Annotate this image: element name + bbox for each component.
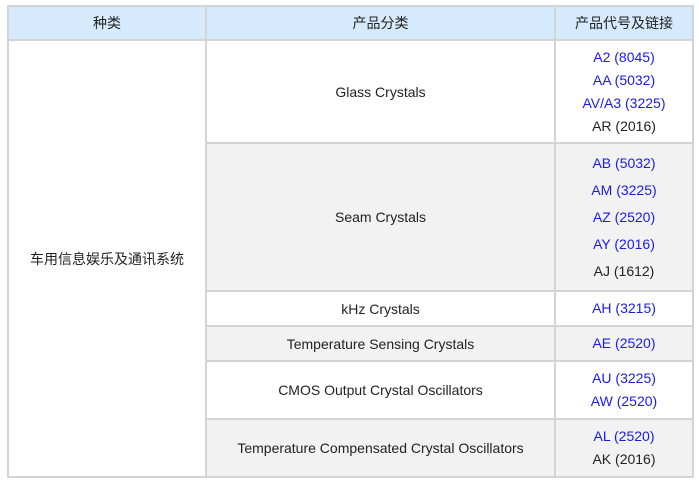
header-row: 种类 产品分类 产品代号及链接 bbox=[7, 5, 694, 41]
header-product-class: 产品分类 bbox=[205, 5, 556, 41]
product-class: Temperature Compensated Crystal Oscillat… bbox=[205, 418, 556, 478]
product-links: AL (2520) AK (2016) bbox=[554, 418, 694, 478]
product-class: Seam Crystals bbox=[205, 142, 556, 292]
product-link[interactable]: AA (5032) bbox=[592, 71, 656, 88]
product-link[interactable]: AH (3215) bbox=[592, 300, 656, 316]
product-code: AJ (1612) bbox=[593, 262, 655, 279]
table-row: Seam Crystals AB (5032) AM (3225) AZ (25… bbox=[8, 142, 694, 292]
table-row: 车用信息娱乐及通讯系统 Glass Crystals A2 (8045) AA … bbox=[7, 39, 694, 478]
product-links: A2 (8045) AA (5032) AV/A3 (3225) AR (201… bbox=[554, 39, 694, 144]
product-links: AE (2520) bbox=[554, 325, 694, 362]
product-class: Temperature Sensing Crystals bbox=[205, 325, 556, 362]
header-category: 种类 bbox=[7, 5, 207, 41]
product-table: 种类 产品分类 产品代号及链接 车用信息娱乐及通讯系统 Glass Crysta… bbox=[7, 5, 694, 478]
product-code: AR (2016) bbox=[592, 117, 656, 134]
product-link[interactable]: AM (3225) bbox=[591, 181, 657, 198]
product-link[interactable]: AU (3225) bbox=[592, 370, 656, 386]
product-link[interactable]: AZ (2520) bbox=[592, 208, 656, 225]
product-link[interactable]: A2 (8045) bbox=[593, 48, 655, 65]
product-code: AK (2016) bbox=[592, 451, 656, 467]
product-links: AH (3215) bbox=[554, 290, 694, 327]
product-links: AB (5032) AM (3225) AZ (2520) AY (2016) … bbox=[554, 142, 694, 292]
header-product-codes: 产品代号及链接 bbox=[554, 5, 694, 41]
product-link[interactable]: AY (2016) bbox=[593, 235, 655, 252]
product-link[interactable]: AB (5032) bbox=[592, 154, 656, 171]
product-link[interactable]: AE (2520) bbox=[592, 335, 656, 351]
product-class: kHz Crystals bbox=[205, 290, 556, 327]
table-row: kHz Crystals AH (3215) bbox=[8, 290, 694, 327]
product-link[interactable]: AL (2520) bbox=[593, 428, 655, 444]
product-link[interactable]: AW (2520) bbox=[590, 393, 658, 409]
table-row: Temperature Sensing Crystals AE (2520) bbox=[8, 325, 694, 362]
product-links: AU (3225) AW (2520) bbox=[554, 360, 694, 420]
table-row: CMOS Output Crystal Oscillators AU (3225… bbox=[8, 360, 694, 420]
product-class: CMOS Output Crystal Oscillators bbox=[205, 360, 556, 420]
category-cell: 车用信息娱乐及通讯系统 bbox=[7, 39, 207, 478]
product-link[interactable]: AV/A3 (3225) bbox=[582, 94, 666, 111]
product-class: Glass Crystals bbox=[205, 39, 556, 144]
